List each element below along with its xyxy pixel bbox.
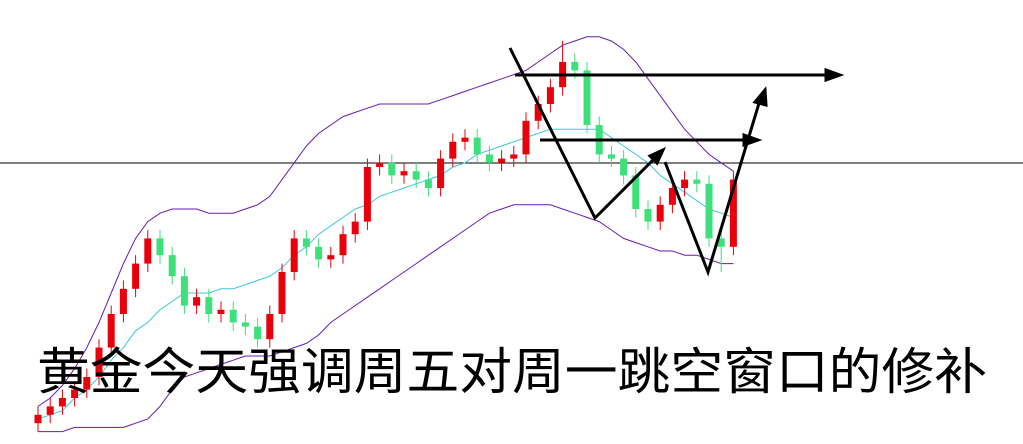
candle-body <box>656 204 664 222</box>
candle-body <box>132 263 140 289</box>
arrow <box>508 47 657 221</box>
candle-body <box>644 209 652 222</box>
candle-body <box>498 158 506 163</box>
candle-body <box>302 238 310 247</box>
annotation-arrows <box>508 47 845 277</box>
candle-body <box>351 221 359 235</box>
candle-body <box>424 179 432 188</box>
candle-body <box>583 70 591 125</box>
candle-body <box>83 377 91 390</box>
candle-body <box>705 183 713 239</box>
candle-body <box>546 87 554 104</box>
candle-body <box>46 406 54 415</box>
candle-body <box>119 288 127 314</box>
candle-body <box>34 414 42 424</box>
candle-body <box>327 255 335 260</box>
candle-body <box>607 154 615 159</box>
candle-body <box>363 167 371 222</box>
candle-body <box>205 297 213 314</box>
candle-body <box>290 238 298 272</box>
indicator-line <box>38 204 734 433</box>
candle-body <box>315 246 323 260</box>
arrow-head <box>752 86 768 108</box>
candle-body <box>388 162 396 176</box>
candle-body <box>571 62 579 71</box>
candle-body <box>193 297 201 306</box>
candle-body <box>461 137 469 142</box>
arrow-head <box>647 146 667 166</box>
arrow <box>663 99 762 277</box>
candle-body <box>241 322 249 327</box>
candle-body <box>71 389 79 398</box>
arrow-head <box>824 67 845 83</box>
candle-body <box>400 171 408 176</box>
candle-body <box>144 238 152 264</box>
candle-body <box>534 104 542 121</box>
indicator-line <box>37 36 734 407</box>
candle-body <box>485 154 493 163</box>
candle-body <box>58 398 66 407</box>
candle-body <box>693 179 701 184</box>
candle-body <box>229 309 237 323</box>
candle-body <box>180 276 188 306</box>
caption: 黄金今天强调周五对周一跳空窗口的修补 <box>37 343 987 401</box>
indicator-line <box>37 128 734 420</box>
candle-body <box>522 120 530 155</box>
candle-body <box>107 314 115 348</box>
candle-body <box>254 326 262 340</box>
candle-body <box>681 179 689 188</box>
candle-body <box>339 234 347 256</box>
candle-body <box>729 179 737 247</box>
candle-body <box>217 309 225 314</box>
candle-body <box>168 255 176 277</box>
candle-body <box>717 238 725 247</box>
candle-body <box>156 238 164 256</box>
candle-body <box>510 154 518 159</box>
candle-body <box>437 158 445 188</box>
candle-body <box>449 141 457 159</box>
candle-body <box>266 314 274 340</box>
candle-body <box>95 347 103 377</box>
candle-body <box>412 171 420 180</box>
candle-body <box>278 272 286 314</box>
candle-body <box>668 188 676 205</box>
candle-body <box>376 162 384 167</box>
plot-area <box>34 36 737 433</box>
candle-body <box>473 137 481 155</box>
candle-body <box>620 158 628 176</box>
candle-body <box>632 175 640 209</box>
